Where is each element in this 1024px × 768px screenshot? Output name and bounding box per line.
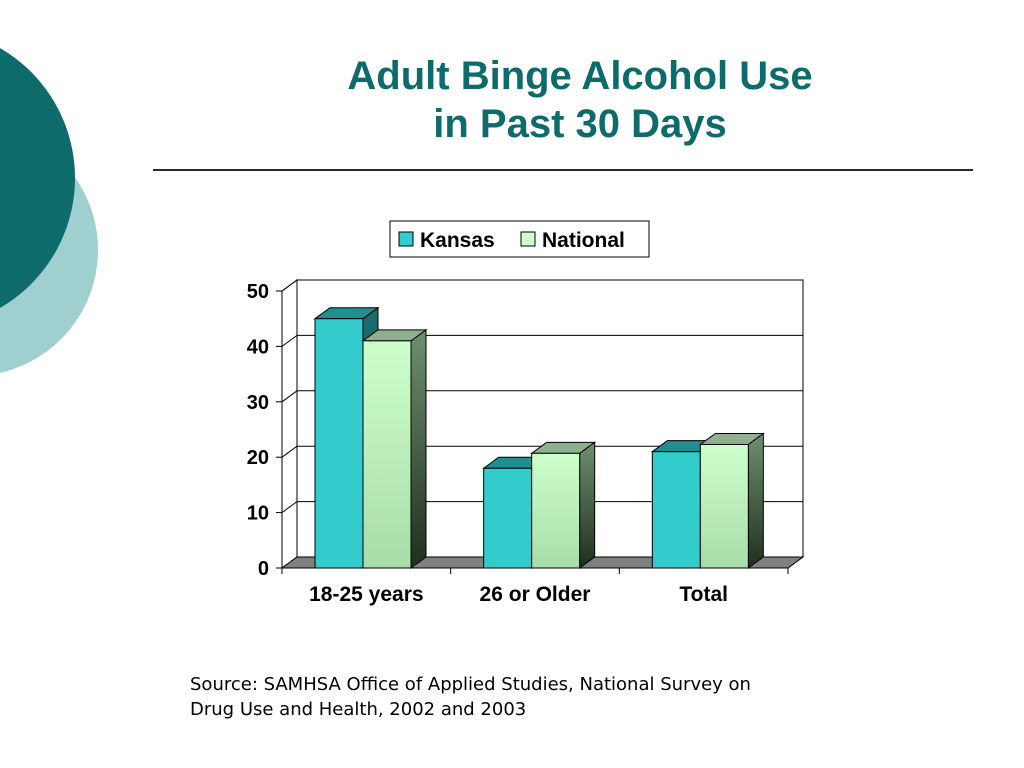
gridline-side (281, 445, 298, 458)
y-tick-label: 0 (258, 558, 269, 580)
bar-chart: Kansas National 0 10 20 30 40 50 18-25 years 26 … (247, 220, 805, 606)
bar-kansas (651, 451, 701, 569)
slide-title: Adult Binge Alcohol Use in Past 30 Days (255, 52, 905, 148)
y-tick-label: 20 (247, 447, 269, 469)
bar-kansas (483, 467, 533, 569)
source-line2: Drug Use and Health, 2002 and 2003 (190, 699, 527, 720)
legend-swatch-national (520, 231, 536, 247)
gridline-side (281, 501, 298, 514)
bar-national (531, 452, 581, 569)
bar-side (410, 328, 427, 569)
y-tick-label: 30 (247, 392, 269, 414)
x-tick-label: 26 or Older (480, 583, 591, 606)
chart-plot-area: 0 10 20 30 40 50 18-25 years 26 or Older Total (247, 279, 805, 606)
legend-swatch-kansas (398, 231, 414, 247)
y-tick-label: 50 (247, 281, 269, 303)
bar-side (747, 432, 764, 569)
slide-title-line1: Adult Binge Alcohol Use (347, 54, 813, 98)
source-note: Source: SAMHSA Office of Applied Studies… (190, 672, 870, 722)
legend-label: Kansas (420, 229, 495, 252)
bar-side (579, 441, 596, 569)
gridline-side (281, 279, 298, 292)
bar-national (362, 340, 412, 569)
gridline-side (281, 390, 298, 403)
chart-legend: Kansas National (389, 220, 650, 258)
decorative-circles (0, 48, 98, 373)
x-tick-label: Total (679, 583, 728, 606)
title-divider (153, 169, 973, 171)
legend-label: National (542, 229, 625, 252)
bar-kansas (314, 318, 364, 569)
x-tick-label: 18-25 years (309, 583, 423, 606)
legend-box (389, 220, 650, 258)
decorative-dark-circle (0, 48, 75, 308)
y-tick-label: 10 (247, 503, 269, 525)
gridline-side (281, 334, 298, 347)
source-line1: Source: SAMHSA Office of Applied Studies… (190, 674, 751, 695)
slide-title-line2: in Past 30 Days (433, 102, 727, 146)
y-tick-label: 40 (247, 336, 269, 358)
chart-side-wall (281, 279, 298, 569)
bar-national (699, 443, 749, 569)
